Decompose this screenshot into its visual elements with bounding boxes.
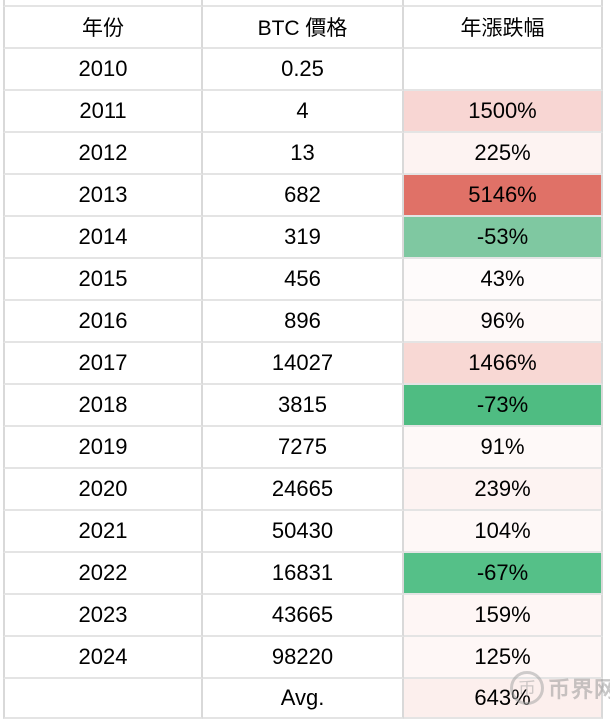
price-cell[interactable]: 24665 xyxy=(203,469,404,511)
table-row: 2016 896 96% xyxy=(3,301,603,343)
year-cell[interactable]: 2013 xyxy=(3,175,203,217)
year-cell[interactable]: 2019 xyxy=(3,427,203,469)
table-row: 2012 13 225% xyxy=(3,133,603,175)
change-cell[interactable]: 5146% xyxy=(404,175,603,217)
change-cell[interactable]: 239% xyxy=(404,469,603,511)
year-cell[interactable]: 2014 xyxy=(3,217,203,259)
change-cell[interactable]: 91% xyxy=(404,427,603,469)
price-cell[interactable]: 682 xyxy=(203,175,404,217)
price-cell[interactable]: 319 xyxy=(203,217,404,259)
table-row: 2022 16831 -67% xyxy=(3,553,603,595)
price-cell[interactable]: 13 xyxy=(203,133,404,175)
change-cell[interactable]: 225% xyxy=(404,133,603,175)
price-cell[interactable]: 3815 xyxy=(203,385,404,427)
year-cell[interactable]: 2022 xyxy=(3,553,203,595)
year-cell[interactable] xyxy=(3,679,203,719)
change-cell[interactable]: -73% xyxy=(404,385,603,427)
table-row: Avg. 643% xyxy=(3,679,603,719)
price-cell[interactable]: 7275 xyxy=(203,427,404,469)
table-row: 2011 4 1500% xyxy=(3,91,603,133)
change-cell[interactable]: 1466% xyxy=(404,343,603,385)
table-body: 2010 0.25 2011 4 1500% 2012 13 225% 2013… xyxy=(3,49,603,719)
change-cell[interactable]: 96% xyxy=(404,301,603,343)
price-cell[interactable]: 16831 xyxy=(203,553,404,595)
price-cell[interactable]: 14027 xyxy=(203,343,404,385)
year-cell[interactable]: 2010 xyxy=(3,49,203,91)
year-cell[interactable]: 2016 xyxy=(3,301,203,343)
column-header-btc-price[interactable]: BTC 價格 xyxy=(203,7,404,49)
year-cell[interactable]: 2018 xyxy=(3,385,203,427)
year-cell[interactable]: 2011 xyxy=(3,91,203,133)
change-cell[interactable] xyxy=(404,49,603,91)
column-header-yearly-change[interactable]: 年漲跌幅 xyxy=(404,7,603,49)
price-cell[interactable]: 456 xyxy=(203,259,404,301)
table-row: 2014 319 -53% xyxy=(3,217,603,259)
change-cell[interactable]: 643% xyxy=(404,679,603,719)
price-cell[interactable]: 4 xyxy=(203,91,404,133)
table-row: 2017 14027 1466% xyxy=(3,343,603,385)
cropped-row-top xyxy=(3,0,603,7)
year-cell[interactable]: 2015 xyxy=(3,259,203,301)
price-cell[interactable]: 896 xyxy=(203,301,404,343)
table-row: 2019 7275 91% xyxy=(3,427,603,469)
cropped-cell xyxy=(203,0,404,7)
year-cell[interactable]: 2020 xyxy=(3,469,203,511)
btc-yearly-table: 年份 BTC 價格 年漲跌幅 2010 0.25 2011 4 1500% 20… xyxy=(3,0,603,719)
change-cell[interactable]: 104% xyxy=(404,511,603,553)
table-row: 2010 0.25 xyxy=(3,49,603,91)
price-cell[interactable]: Avg. xyxy=(203,679,404,719)
change-cell[interactable]: -53% xyxy=(404,217,603,259)
cropped-cell xyxy=(404,0,603,7)
table-row: 2018 3815 -73% xyxy=(3,385,603,427)
year-cell[interactable]: 2023 xyxy=(3,595,203,637)
table-row: 2020 24665 239% xyxy=(3,469,603,511)
table-row: 2023 43665 159% xyxy=(3,595,603,637)
price-cell[interactable]: 50430 xyxy=(203,511,404,553)
year-cell[interactable]: 2024 xyxy=(3,637,203,679)
change-cell[interactable]: -67% xyxy=(404,553,603,595)
change-cell[interactable]: 125% xyxy=(404,637,603,679)
cropped-cell xyxy=(3,0,203,7)
change-cell[interactable]: 43% xyxy=(404,259,603,301)
price-cell[interactable]: 0.25 xyxy=(203,49,404,91)
table-row: 2015 456 43% xyxy=(3,259,603,301)
table-header-row: 年份 BTC 價格 年漲跌幅 xyxy=(3,7,603,49)
year-cell[interactable]: 2021 xyxy=(3,511,203,553)
table-row: 2024 98220 125% xyxy=(3,637,603,679)
price-cell[interactable]: 43665 xyxy=(203,595,404,637)
price-cell[interactable]: 98220 xyxy=(203,637,404,679)
column-header-year[interactable]: 年份 xyxy=(3,7,203,49)
year-cell[interactable]: 2017 xyxy=(3,343,203,385)
change-cell[interactable]: 1500% xyxy=(404,91,603,133)
table-row: 2021 50430 104% xyxy=(3,511,603,553)
year-cell[interactable]: 2012 xyxy=(3,133,203,175)
change-cell[interactable]: 159% xyxy=(404,595,603,637)
table-row: 2013 682 5146% xyxy=(3,175,603,217)
